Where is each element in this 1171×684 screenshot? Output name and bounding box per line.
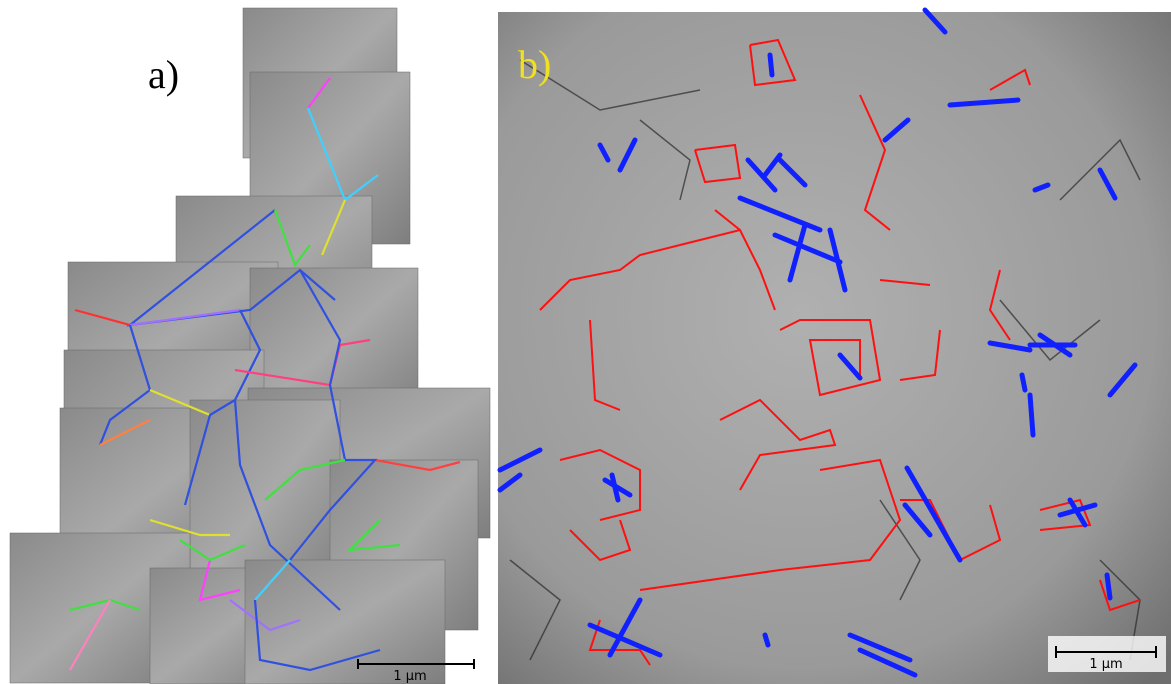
panel-label: a) [148, 52, 179, 97]
scale-bar-label: 1 μm [393, 669, 426, 684]
panel-a: a) 1 μm [10, 8, 490, 684]
figure: a) 1 μm [0, 0, 1171, 684]
panel-label: b) [518, 42, 551, 87]
scale-bar-label: 1 μm [1089, 657, 1122, 672]
mosaic-tiles [10, 8, 490, 684]
panel-b: b) 1 μm [498, 10, 1171, 684]
micrograph [498, 12, 1171, 684]
